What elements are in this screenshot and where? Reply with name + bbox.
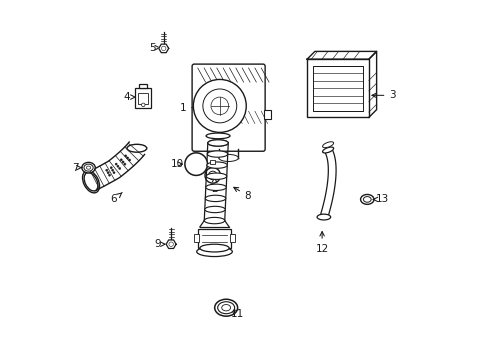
Ellipse shape	[204, 217, 224, 224]
Circle shape	[210, 97, 228, 115]
Ellipse shape	[206, 162, 227, 168]
Circle shape	[119, 167, 121, 170]
Bar	[263, 110, 271, 119]
Ellipse shape	[322, 147, 333, 153]
Polygon shape	[166, 240, 176, 248]
Circle shape	[126, 157, 128, 159]
Circle shape	[113, 172, 115, 174]
Text: 13: 13	[372, 194, 388, 204]
Circle shape	[203, 89, 236, 123]
Ellipse shape	[214, 299, 237, 316]
Circle shape	[111, 169, 113, 171]
Bar	[139, 84, 147, 88]
Ellipse shape	[205, 184, 226, 190]
Circle shape	[110, 167, 112, 169]
Ellipse shape	[82, 171, 100, 193]
FancyBboxPatch shape	[192, 64, 264, 151]
Text: 12: 12	[315, 231, 328, 254]
Polygon shape	[159, 44, 168, 53]
Bar	[135, 88, 151, 108]
Ellipse shape	[204, 206, 225, 213]
Circle shape	[184, 153, 207, 175]
Ellipse shape	[322, 142, 333, 148]
Bar	[193, 234, 199, 242]
Circle shape	[108, 174, 110, 176]
Ellipse shape	[316, 214, 330, 220]
Ellipse shape	[219, 154, 238, 162]
Ellipse shape	[207, 140, 228, 146]
Text: 7: 7	[72, 163, 82, 173]
Circle shape	[115, 163, 117, 165]
Ellipse shape	[206, 173, 226, 179]
Bar	[306, 59, 368, 117]
Bar	[313, 66, 362, 111]
Circle shape	[193, 80, 246, 132]
Bar	[210, 160, 215, 164]
Circle shape	[161, 46, 165, 51]
Circle shape	[168, 242, 173, 247]
Ellipse shape	[207, 140, 228, 146]
Circle shape	[128, 159, 130, 161]
Circle shape	[208, 171, 217, 180]
Ellipse shape	[200, 244, 229, 252]
Ellipse shape	[217, 302, 234, 314]
Bar	[230, 234, 235, 242]
Ellipse shape	[363, 197, 370, 202]
Bar	[198, 229, 230, 248]
Text: 9: 9	[154, 239, 164, 249]
Circle shape	[120, 159, 122, 161]
Text: 3: 3	[371, 90, 395, 100]
Circle shape	[117, 165, 119, 167]
Ellipse shape	[205, 195, 225, 202]
Ellipse shape	[221, 305, 230, 311]
Ellipse shape	[84, 164, 93, 171]
Bar	[138, 93, 148, 104]
Circle shape	[122, 161, 124, 163]
Circle shape	[124, 155, 126, 157]
Ellipse shape	[360, 194, 373, 204]
Text: 10: 10	[171, 159, 183, 169]
Circle shape	[141, 103, 145, 107]
Text: 8: 8	[233, 187, 251, 201]
Ellipse shape	[127, 144, 146, 152]
Text: 5: 5	[149, 43, 159, 53]
Text: 11: 11	[230, 309, 244, 319]
Text: 4: 4	[123, 92, 135, 102]
Ellipse shape	[207, 151, 227, 157]
Text: 2: 2	[211, 177, 217, 194]
Ellipse shape	[81, 162, 95, 173]
Text: 6: 6	[110, 193, 122, 204]
Ellipse shape	[84, 172, 98, 191]
Circle shape	[204, 168, 220, 183]
Text: 1: 1	[179, 103, 205, 113]
Circle shape	[105, 169, 107, 171]
Ellipse shape	[196, 247, 232, 257]
Ellipse shape	[86, 166, 90, 169]
Circle shape	[123, 163, 126, 165]
Circle shape	[107, 172, 109, 174]
Ellipse shape	[205, 133, 229, 139]
